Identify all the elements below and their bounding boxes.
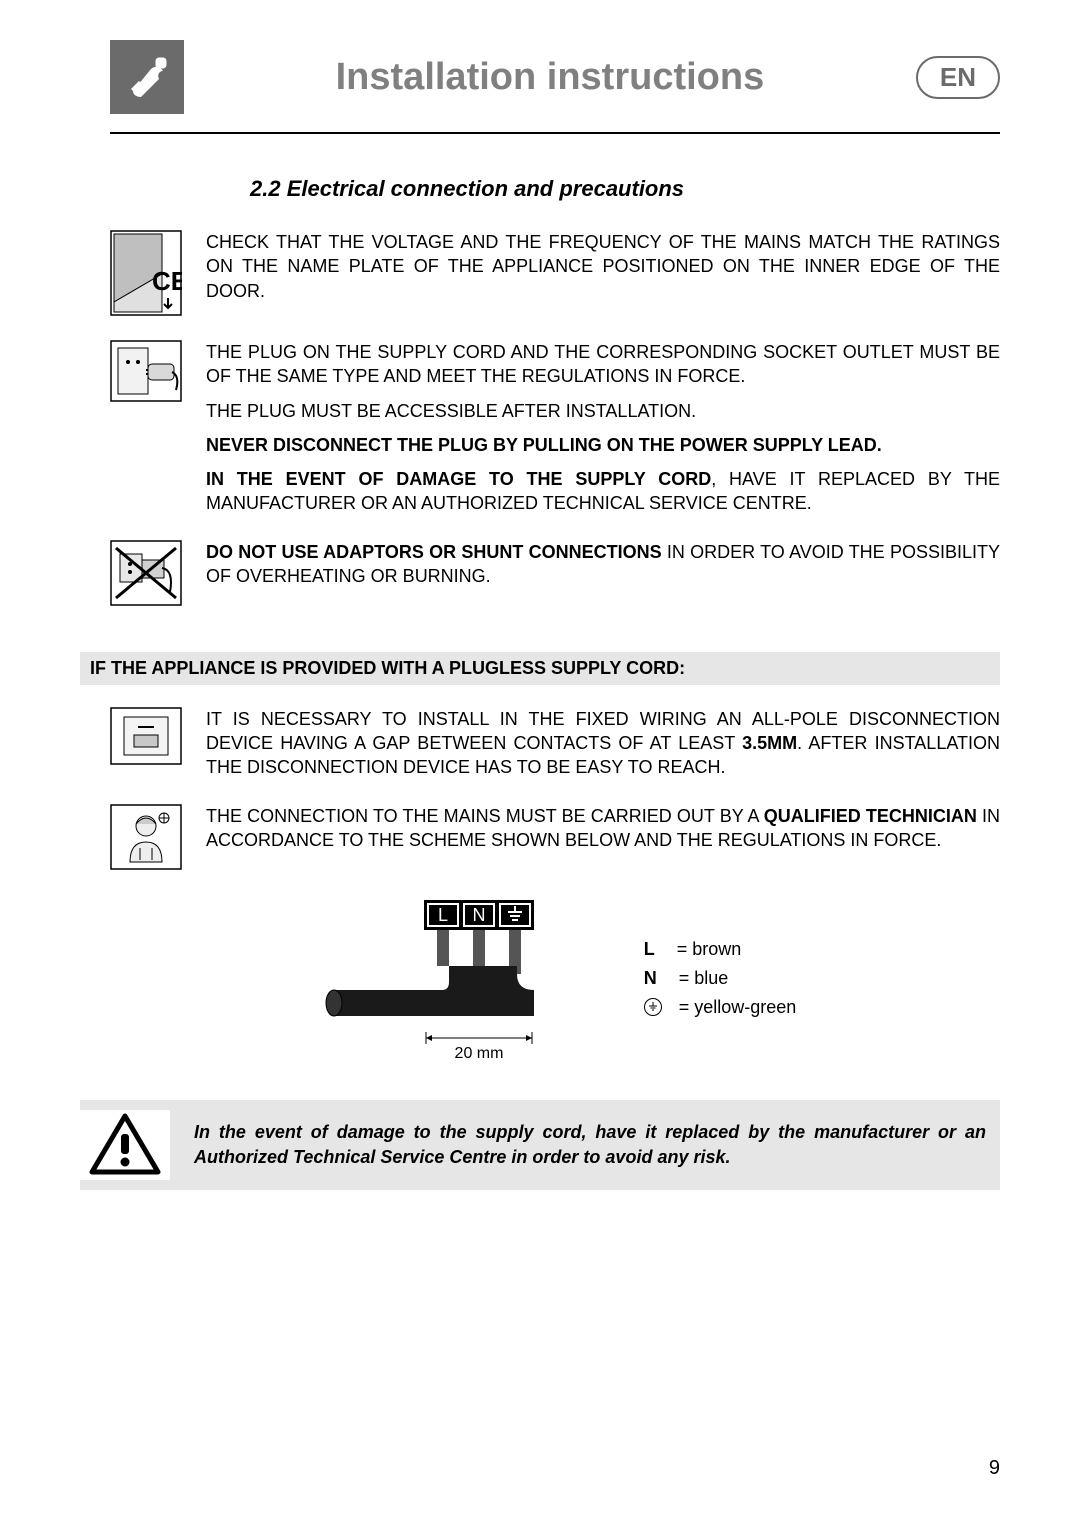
switch-icon (110, 707, 182, 767)
text-never-pull: NEVER DISCONNECT THE PLUG BY PULLING ON … (206, 433, 1000, 457)
page-number: 9 (989, 1457, 1000, 1480)
text-plug-type: THE PLUG ON THE SUPPLY CORD AND THE CORR… (206, 340, 1000, 389)
tools-icon (110, 40, 184, 114)
text-allpole: IT IS NECESSARY TO INSTALL IN THE FIXED … (206, 707, 1000, 780)
subheading-plugless: IF THE APPLIANCE IS PROVIDED WITH A PLUG… (80, 652, 1000, 685)
block-plug: THE PLUG ON THE SUPPLY CORD AND THE CORR… (110, 340, 1000, 516)
svg-text:L: L (438, 905, 448, 925)
block-technician: THE CONNECTION TO THE MAINS MUST BE CARR… (110, 804, 1000, 870)
text-damage-cord: IN THE EVENT OF DAMAGE TO THE SUPPLY COR… (206, 467, 1000, 516)
ce-plate-icon: CE (110, 230, 182, 316)
block-disconnection-device: IT IS NECESSARY TO INSTALL IN THE FIXED … (110, 707, 1000, 780)
page-header: Installation instructions EN (110, 40, 1000, 114)
block-voltage-check: CE CHECK THAT THE VOLTAGE AND THE FREQUE… (110, 230, 1000, 316)
text-plug-accessible: THE PLUG MUST BE ACCESSIBLE AFTER INSTAL… (206, 399, 1000, 423)
wiring-diagram: L N (110, 894, 1000, 1064)
text-no-adaptors: DO NOT USE ADAPTORS OR SHUNT CONNECTIONS… (206, 540, 1000, 589)
no-adaptor-icon (110, 540, 182, 606)
warning-block: In the event of damage to the supply cor… (80, 1100, 1000, 1190)
warning-icon (80, 1110, 170, 1180)
section-heading: 2.2 Electrical connection and precaution… (250, 176, 1000, 202)
page-title: Installation instructions (184, 56, 916, 99)
wiring-legend: L = brown N = blue = yellow-green (644, 935, 797, 1021)
header-divider (110, 132, 1000, 134)
text-voltage: CHECK THAT THE VOLTAGE AND THE FREQUENCY… (206, 230, 1000, 303)
svg-text:CE: CE (152, 266, 182, 296)
plug-socket-icon (110, 340, 182, 402)
text-technician: THE CONNECTION TO THE MAINS MUST BE CARR… (206, 804, 1000, 853)
language-badge: EN (916, 56, 1000, 99)
warning-text: In the event of damage to the supply cor… (194, 1120, 986, 1169)
svg-text:20 mm: 20 mm (454, 1045, 503, 1062)
technician-icon (110, 804, 182, 870)
svg-text:N: N (472, 905, 485, 925)
block-no-adaptors: DO NOT USE ADAPTORS OR SHUNT CONNECTIONS… (110, 540, 1000, 606)
ground-icon (644, 998, 662, 1016)
